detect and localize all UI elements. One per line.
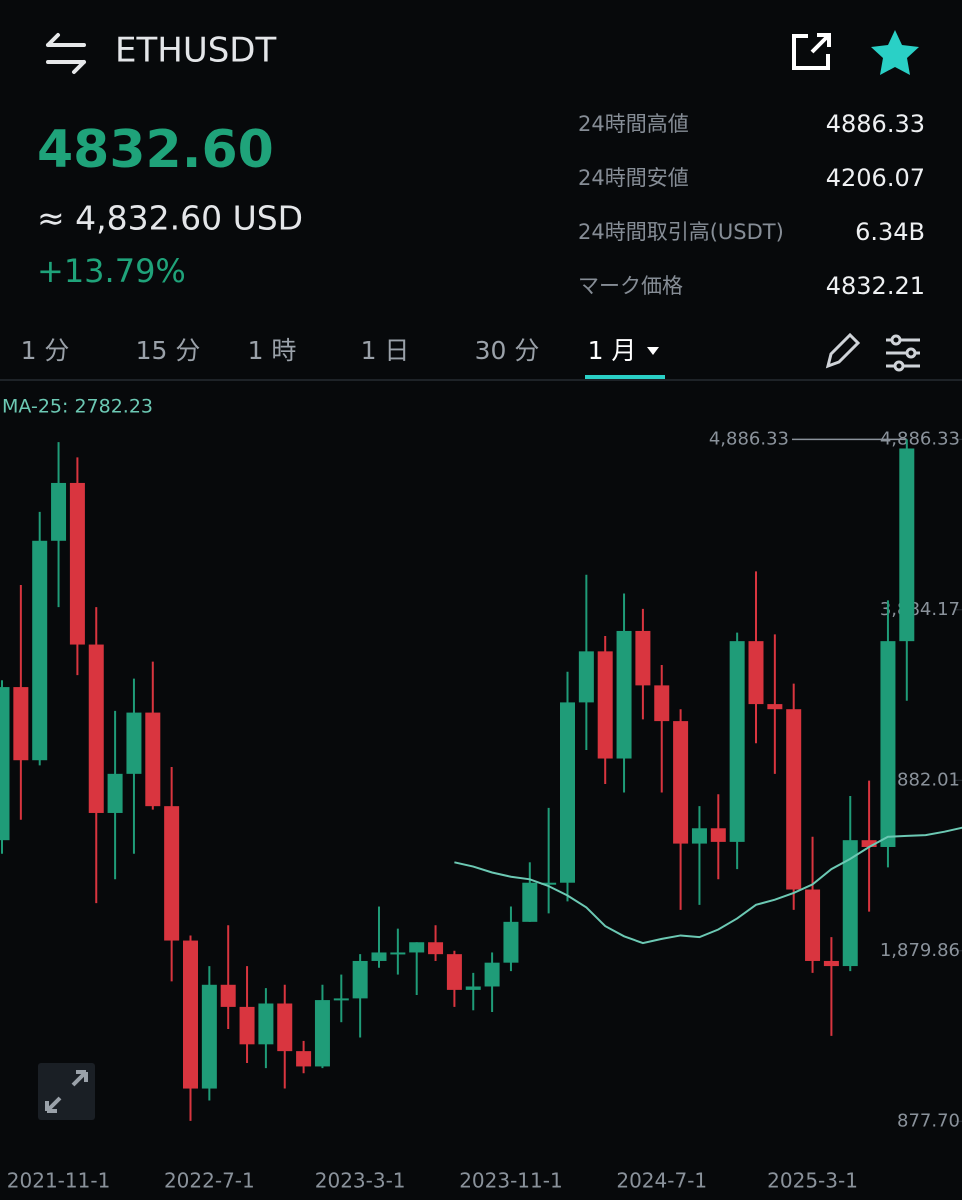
- share-icon[interactable]: [792, 33, 831, 70]
- stat-value: 6.34B: [855, 218, 925, 246]
- candle-body: [635, 630, 651, 686]
- candle-body: [616, 630, 632, 759]
- interval-tab[interactable]: 1 時: [248, 336, 297, 365]
- candle-body: [767, 704, 783, 710]
- candle-body: [390, 952, 406, 955]
- candle-body: [409, 942, 425, 953]
- candle-body: [107, 773, 123, 813]
- candle-body: [597, 651, 613, 759]
- stat-label: マーク価格: [578, 274, 683, 298]
- y-tick-label: 1,879.86: [880, 940, 960, 961]
- candle-body: [88, 644, 104, 813]
- settings-icon[interactable]: [886, 334, 920, 372]
- y-tick-label: 877.70: [897, 1110, 960, 1131]
- x-tick-label: 2022-7-1: [164, 1169, 255, 1193]
- stat-label: 24時間安値: [578, 166, 689, 190]
- candle-body: [220, 984, 236, 1007]
- x-tick-label: 2024-7-1: [616, 1169, 707, 1193]
- candle-body: [352, 960, 368, 999]
- pair-name[interactable]: ETHUSDT: [115, 31, 276, 71]
- high-marker-label: 4,886.33: [709, 428, 789, 449]
- x-tick-label: 2023-11-1: [459, 1169, 563, 1193]
- x-tick-label: 2025-3-1: [767, 1169, 858, 1193]
- candle-body: [503, 921, 519, 963]
- interval-tab[interactable]: 1 分: [21, 336, 70, 365]
- candle-body: [748, 641, 764, 705]
- candle-body: [786, 709, 802, 890]
- candle-body: [446, 954, 462, 990]
- candle-body: [880, 641, 896, 847]
- price-change: +13.79%: [37, 252, 186, 290]
- stat-value: 4832.21: [826, 272, 925, 300]
- candle-body: [145, 712, 161, 807]
- candle-body: [314, 1000, 330, 1067]
- candle-body: [842, 840, 858, 967]
- candle-body: [32, 540, 48, 761]
- candle-body: [729, 641, 745, 842]
- candle-body: [673, 721, 689, 844]
- last-price: 4832.60: [37, 120, 274, 180]
- swap-icon[interactable]: [46, 33, 86, 74]
- interval-tab[interactable]: 1 月: [588, 336, 637, 365]
- candle-body: [710, 828, 726, 842]
- candle-body: [13, 687, 29, 761]
- candle-body: [296, 1051, 312, 1067]
- candle-body: [654, 685, 670, 722]
- expand-button[interactable]: [38, 1063, 95, 1120]
- draw-icon[interactable]: [825, 332, 861, 369]
- candle-body: [126, 712, 142, 774]
- candle-body: [484, 962, 500, 987]
- interval-tab[interactable]: 30 分: [475, 336, 540, 365]
- interval-tab[interactable]: 15 分: [136, 336, 201, 365]
- approx-price: ≈ 4,832.60 USD: [37, 199, 303, 238]
- stat-label: 24時間高値: [578, 112, 689, 136]
- candle-body: [258, 1003, 274, 1045]
- candle-body: [51, 482, 67, 541]
- candle-body: [805, 889, 821, 961]
- candle-body: [201, 984, 217, 1089]
- interval-tab[interactable]: 1 日: [361, 336, 410, 365]
- x-tick-label: 2021-11-1: [7, 1169, 111, 1193]
- candle-body: [560, 702, 575, 883]
- candle-body: [465, 986, 481, 990]
- candle-body: [239, 1006, 255, 1045]
- stat-value: 4206.07: [826, 164, 925, 192]
- candle-body: [0, 687, 10, 841]
- candle-body: [522, 882, 538, 922]
- candle-body: [899, 448, 915, 642]
- candle-body: [333, 998, 349, 1001]
- stat-label: 24時間取引高(USDT): [578, 220, 784, 244]
- active-tab-underline: [585, 375, 665, 379]
- favorite-star[interactable]: [871, 30, 919, 75]
- x-tick-label: 2023-3-1: [315, 1169, 406, 1193]
- y-tick-label: 4,886.33: [880, 428, 960, 449]
- candle-body: [541, 882, 557, 885]
- candle-body: [428, 942, 444, 955]
- candle-body: [861, 840, 877, 847]
- candle-body: [691, 828, 707, 844]
- candle-body: [164, 806, 180, 941]
- candle-body: [183, 940, 198, 1089]
- candle-body: [578, 651, 594, 703]
- candle-body: [823, 960, 839, 967]
- stat-value: 4886.33: [826, 110, 925, 138]
- y-tick-label: 3,884.17: [880, 599, 960, 620]
- candle-body: [69, 482, 85, 645]
- candle-body: [371, 952, 387, 961]
- ma-line: [454, 826, 962, 945]
- ma-legend: MA-25: 2782.23: [2, 396, 153, 418]
- y-tick-label: 2,882.01: [880, 769, 960, 790]
- candle-body: [277, 1003, 293, 1052]
- dropdown-caret[interactable]: [647, 347, 659, 355]
